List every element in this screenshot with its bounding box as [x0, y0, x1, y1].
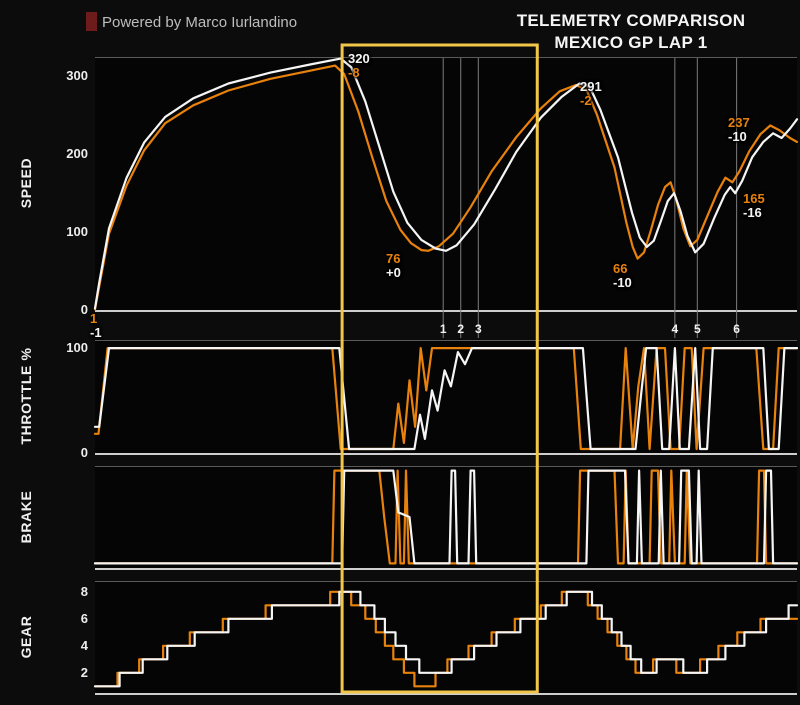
- throttle-tick-0: 0: [80, 445, 88, 460]
- speed-tick-100: 100: [66, 224, 88, 239]
- corner-label-4: 4: [671, 322, 679, 336]
- speed-annotation-165: 165 -16: [743, 191, 765, 221]
- gear-tick-2: 2: [80, 665, 88, 680]
- credit-logo: [86, 12, 97, 31]
- throttle-white-trace: [93, 347, 799, 451]
- annotation-delta-value: -10: [613, 275, 632, 291]
- annotation-speed-value: 237: [728, 115, 750, 130]
- brake-axis-title: BRAKE: [18, 490, 34, 544]
- gear-tick-4: 4: [80, 638, 88, 653]
- credit-text: Powered by Marco Iurlandino: [102, 14, 298, 31]
- speed-annotation-237: 237 -10: [728, 115, 750, 145]
- corner-label-6: 6: [733, 322, 740, 336]
- throttle-axis-title: THROTTLE %: [18, 347, 34, 445]
- annotation-delta-value: -8: [348, 65, 360, 81]
- speed-axis-title: SPEED: [18, 157, 34, 209]
- annotation-speed-value: 291: [580, 79, 602, 94]
- speed-annotation-66: 66 -10: [613, 261, 632, 291]
- speed-panel-bg: [95, 57, 797, 310]
- corner-label-1: 1: [439, 322, 447, 336]
- chart-title: TELEMETRY COMPARISON MEXICO GP LAP 1: [470, 10, 792, 54]
- highlight-region-box: [340, 43, 539, 694]
- gear-tick-8: 8: [80, 584, 88, 599]
- speed-annotation-320: 320 -8: [348, 51, 370, 81]
- annotation-speed-value: 76: [386, 251, 401, 266]
- annotation-speed-value: 66: [613, 261, 628, 276]
- annotation-delta-value: -10: [728, 129, 747, 145]
- throttle-tick-100: 100: [66, 340, 88, 355]
- gear-axis-title: GEAR: [18, 615, 34, 659]
- annotation-speed-value: 1: [90, 311, 98, 326]
- corner-label-5: 5: [693, 322, 701, 336]
- brake-orange-trace: [93, 469, 799, 565]
- corner-label-2: 2: [457, 322, 465, 336]
- chart-title-line2: MEXICO GP LAP 1: [554, 33, 708, 53]
- speed-annotation-291: 291 -2: [580, 79, 602, 109]
- speed-annotation-1: 1 -1: [90, 311, 102, 341]
- annotation-speed-value: 320: [348, 51, 370, 66]
- throttle-orange-trace: [93, 347, 799, 451]
- annotation-delta-value: -2: [580, 93, 592, 109]
- chart-title-line1: TELEMETRY COMPARISON: [516, 11, 746, 30]
- corner-label-3: 3: [474, 322, 482, 336]
- speed-white-trace: [93, 57, 799, 310]
- speed-tick-0: 0: [80, 302, 88, 317]
- annotation-speed-value: 165: [743, 191, 765, 206]
- annotation-delta-value: -1: [90, 325, 102, 341]
- gear-orange-trace: [93, 590, 799, 688]
- speed-annotation-76: 76 +0: [386, 251, 401, 281]
- gear-panel-bg: [95, 581, 797, 693]
- speed-tick-300: 300: [66, 68, 88, 83]
- gear-white-trace: [93, 590, 799, 688]
- annotation-delta-value: +0: [386, 265, 401, 281]
- brake-white-trace: [93, 469, 799, 565]
- speed-tick-200: 200: [66, 146, 88, 161]
- annotation-delta-value: -16: [743, 205, 762, 221]
- gear-tick-6: 6: [80, 611, 88, 626]
